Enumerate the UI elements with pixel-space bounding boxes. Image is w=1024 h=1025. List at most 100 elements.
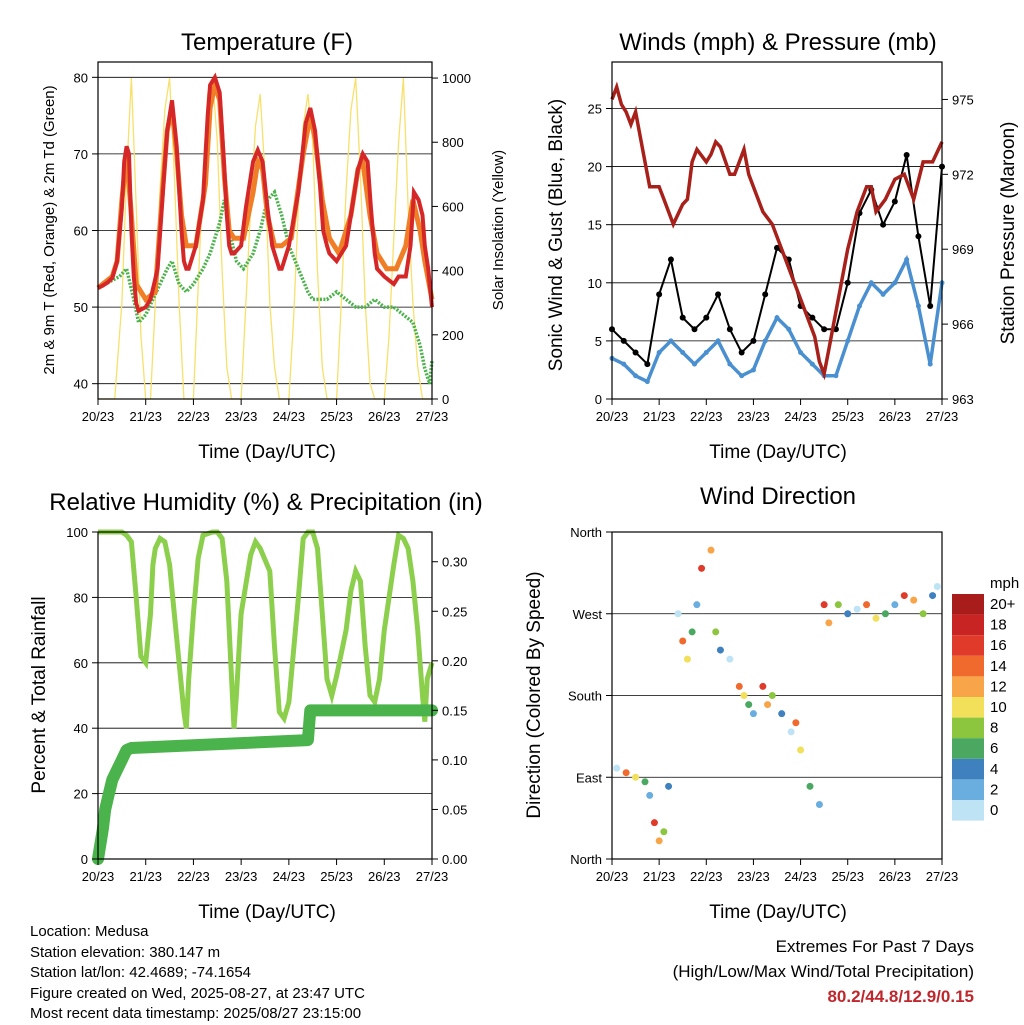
wind-pressure-xlabel: Time (Day/UTC) xyxy=(709,442,847,463)
legend-swatch xyxy=(952,779,984,800)
y2-tick-label: 200 xyxy=(442,328,464,343)
location-text: Location: Medusa xyxy=(30,923,149,940)
direction-point xyxy=(853,605,861,613)
x-tick-label: 22/23 xyxy=(177,409,210,424)
wind-point xyxy=(680,350,686,356)
x-tick-label: 24/23 xyxy=(273,409,306,424)
y2-tick-label: 969 xyxy=(952,242,974,257)
humidity-precip-title: Relative Humidity (%) & Precipitation (i… xyxy=(49,489,482,516)
x-tick-label: 20/23 xyxy=(596,409,629,424)
wind-pressure-ticks: 0 5 10 15 20 25 963 966 969 972 975 20/23 21/23 22/23… xyxy=(588,92,974,424)
direction-point xyxy=(716,646,724,654)
wind-point xyxy=(644,379,650,385)
recent-text: Most recent data timestamp: 2025/08/27 2… xyxy=(30,1005,362,1022)
direction-point xyxy=(665,782,673,790)
wind-point xyxy=(845,338,851,344)
y-tick-label: 50 xyxy=(74,300,88,315)
y-tick-label: South xyxy=(568,689,602,704)
legend-label: 14 xyxy=(990,658,1007,675)
x-tick-label: 27/23 xyxy=(926,869,959,884)
temperature-y2label: Solar Insolation (Yellow) xyxy=(490,150,507,310)
y2-tick-label: 0.25 xyxy=(442,604,467,619)
y-tick-label: 10 xyxy=(588,276,602,291)
x-tick-label: 26/23 xyxy=(879,409,912,424)
wind-point xyxy=(656,350,662,356)
legend-swatch xyxy=(952,635,984,656)
wind-point xyxy=(927,361,933,367)
temperature-grid xyxy=(98,76,432,385)
direction-point xyxy=(778,710,786,718)
humidity-precip-frame xyxy=(97,531,433,860)
direction-point xyxy=(688,628,696,636)
wind-direction-title: Wind Direction xyxy=(700,483,856,510)
wind-point xyxy=(715,338,721,344)
y-tick-label: 0 xyxy=(81,852,88,867)
y-tick-label: 60 xyxy=(74,224,88,239)
extremes-values: 80.2/44.8/12.9/0.15 xyxy=(827,987,974,1006)
x-tick-label: 24/23 xyxy=(273,869,306,884)
direction-point xyxy=(683,655,691,663)
y-tick-label: 0 xyxy=(595,392,602,407)
direction-point xyxy=(726,655,734,663)
y-tick-label: 5 xyxy=(595,334,602,349)
direction-point xyxy=(929,592,937,600)
legend-label: 18 xyxy=(990,617,1007,634)
wind-point xyxy=(904,257,910,263)
y2-tick-label: 0.20 xyxy=(442,654,467,669)
wind-point xyxy=(621,361,627,367)
legend-swatch xyxy=(952,800,984,821)
direction-point xyxy=(872,614,880,622)
direction-point xyxy=(910,596,918,604)
direction-point xyxy=(646,791,654,799)
rh-line xyxy=(98,529,435,729)
legend-label: 20+ xyxy=(990,596,1016,613)
direction-point xyxy=(764,701,772,709)
dewpoint-line xyxy=(97,188,434,385)
wind-pressure-ylabel: Sonic Wind & Gust (Blue, Black) xyxy=(546,99,567,371)
wind-point xyxy=(633,373,639,379)
solar-line xyxy=(98,77,432,400)
direction-point xyxy=(825,619,833,627)
wind-direction-xlabel: Time (Day/UTC) xyxy=(709,902,847,923)
humidity-precip-grid xyxy=(98,531,432,860)
wind-point xyxy=(750,367,756,373)
extremes-subtitle: (High/Low/Max Wind/Total Precipitation) xyxy=(672,962,974,981)
direction-point xyxy=(834,601,842,609)
x-tick-label: 24/23 xyxy=(784,869,817,884)
direction-point xyxy=(919,610,927,618)
humidity-precip-ylabel: Percent & Total Rainfall xyxy=(29,596,50,793)
wind-point xyxy=(798,350,804,356)
wind-direction-ticks: 20/23 21/23 22/23 23/23 24/23 25/23 26/23 27/23… xyxy=(568,525,958,884)
y-tick-label: 100 xyxy=(66,525,88,540)
speed-legend: mph 20+ 18 16 14 12 10 8 6 4 2 0 xyxy=(952,575,1019,821)
legend-swatch xyxy=(952,594,984,615)
legend-swatch xyxy=(952,758,984,780)
wind-point xyxy=(868,280,874,286)
direction-point xyxy=(820,601,828,609)
x-tick-label: 21/23 xyxy=(643,869,676,884)
x-tick-label: 25/23 xyxy=(831,869,864,884)
direction-point xyxy=(735,682,743,690)
temp2m-line xyxy=(97,72,434,314)
y2-tick-label: 0.10 xyxy=(442,753,467,768)
wind-point xyxy=(892,280,898,286)
station-info: Location: Medusa Station elevation: 380.… xyxy=(30,922,365,1025)
wind-pressure-frame xyxy=(611,61,943,400)
y2-tick-label: 0.30 xyxy=(442,555,467,570)
direction-point xyxy=(674,610,682,618)
wind-point xyxy=(762,338,768,344)
y2-tick-label: 966 xyxy=(952,317,974,332)
direction-point xyxy=(900,592,908,600)
x-tick-label: 25/23 xyxy=(831,409,864,424)
y-tick-label: West xyxy=(573,607,603,622)
direction-point xyxy=(863,601,871,609)
direction-point xyxy=(712,628,720,636)
y2-tick-label: 0.00 xyxy=(442,852,467,867)
legend-label: 10 xyxy=(990,699,1007,716)
y-tick-label: North xyxy=(570,852,602,867)
temperature-series xyxy=(96,72,435,400)
x-tick-label: 23/23 xyxy=(225,869,258,884)
x-tick-label: 20/23 xyxy=(82,869,115,884)
legend-label: 2 xyxy=(990,781,998,798)
